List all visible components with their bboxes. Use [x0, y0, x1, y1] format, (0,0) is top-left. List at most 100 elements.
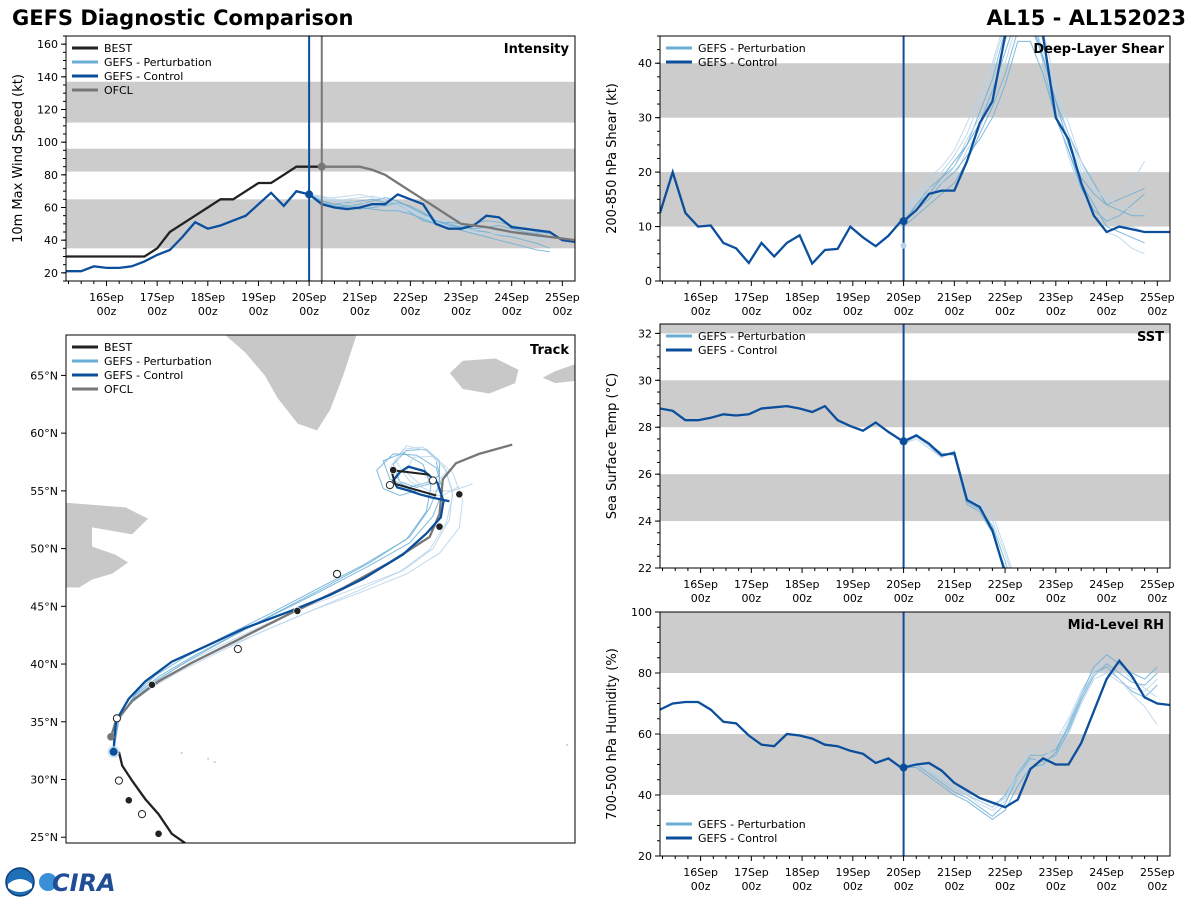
rh-perturbation-line — [903, 660, 1158, 805]
shear-xtick-hour: 00z — [944, 305, 964, 318]
shear-xtick-hour: 00z — [1097, 305, 1117, 318]
sst-ytick-label: 30 — [638, 374, 652, 387]
intensity-legend-label: GEFS - Perturbation — [104, 56, 212, 69]
rh-plot-area — [660, 612, 1170, 856]
intensity-ofcl-line — [321, 165, 575, 242]
intensity-xtick-day: 22Sep — [393, 291, 428, 304]
rh-xtick-hour: 00z — [843, 880, 863, 893]
rh-xtick-hour: 00z — [1147, 880, 1167, 893]
shear-shade-band — [660, 63, 1170, 118]
shear-ylabel: 200-850 hPa Shear (kt) — [605, 83, 620, 234]
sst-ylabel: Sea Surface Temp (°C) — [605, 373, 620, 520]
track-best-open-marker — [114, 776, 123, 785]
track-lat-label: 45°N — [30, 600, 58, 613]
sst-xtick-hour: 00z — [894, 592, 914, 605]
shear-xtick-day: 20Sep — [886, 291, 921, 304]
storm-id-title: AL15 - AL152023 — [986, 6, 1187, 30]
intensity-ytick-label: 20 — [44, 267, 58, 280]
track-best-open-marker — [233, 644, 242, 654]
intensity-perturbation-line — [309, 193, 550, 227]
intensity-ofcl-marker — [317, 162, 326, 171]
rh-xtick-day: 20Sep — [886, 866, 921, 879]
sst-xtick-hour: 00z — [843, 592, 863, 605]
intensity-ytick-label: 160 — [37, 38, 58, 51]
intensity-xtick-day: 16Sep — [89, 291, 124, 304]
rh-ytick-label: 60 — [638, 728, 652, 741]
track-panel: 25°N 30°N 35°N 40°N 45°N 50°N 55°N 60°N 65°N Trac… — [30, 334, 579, 844]
track-lat-label: 60°N — [30, 427, 58, 440]
rh-xtick-day: 17Sep — [734, 866, 769, 879]
sst-xtick-hour: 00z — [741, 592, 761, 605]
intensity-xtick-day: 23Sep — [444, 291, 479, 304]
track-lat-label: 35°N — [30, 716, 58, 729]
track-panel-label: Track — [530, 343, 569, 358]
sst-shade-band — [660, 324, 1170, 334]
sst-ytick-label: 22 — [638, 562, 652, 575]
sst-legend-label: GEFS - Perturbation — [698, 330, 806, 343]
sst-xtick-hour: 00z — [1147, 592, 1167, 605]
track-frame — [65, 334, 576, 844]
shear-perturbation-marker — [900, 242, 907, 249]
shear-xtick-day: 25Sep — [1140, 291, 1175, 304]
shear-xtick-day: 17Sep — [734, 291, 769, 304]
sst-xtick-hour: 00z — [944, 592, 964, 605]
track-best-marker — [148, 680, 156, 689]
shear-perturbation-line — [903, 36, 1145, 222]
track-legend-label: GEFS - Control — [104, 369, 183, 382]
sst-legend-label: GEFS - Control — [698, 344, 777, 357]
shear-perturbation-line — [903, 36, 1145, 216]
track-best-open-marker — [428, 476, 437, 485]
intensity-ytick-label: 60 — [44, 202, 58, 215]
intensity-xtick-day: 20Sep — [292, 291, 327, 304]
rh-ylabel: 700-500 hPa Humidity (%) — [605, 648, 620, 820]
rh-gefs-control-line — [660, 658, 1170, 809]
track-control-line — [112, 465, 450, 752]
sst-gefs-control-line — [660, 404, 1005, 568]
rh-ytick-label: 80 — [638, 667, 652, 680]
shear-xtick-hour: 00z — [691, 305, 711, 318]
intensity-ytick-label: 40 — [44, 234, 58, 247]
shear-xtick-hour: 00z — [1046, 305, 1066, 318]
track-best-hook — [389, 468, 437, 497]
shear-xtick-day: 21Sep — [937, 291, 972, 304]
intensity-xtick-hour: 00z — [147, 305, 167, 318]
intensity-xtick-hour: 00z — [552, 305, 572, 318]
intensity-xtick-day: 19Sep — [241, 291, 276, 304]
intensity-perturbation-line — [308, 193, 550, 241]
rh-xtick-day: 16Sep — [683, 866, 718, 879]
track-legend-label: OFCL — [104, 383, 134, 396]
rh-ytick-label: 20 — [638, 850, 652, 863]
shear-ytick-label: 0 — [645, 275, 652, 288]
track-best-open-marker — [385, 480, 395, 490]
rh-ytick-label: 100 — [631, 606, 652, 619]
track-best-open-marker — [137, 810, 147, 819]
shear-xtick-day: 22Sep — [988, 291, 1023, 304]
sst-panel-label: SST — [1137, 330, 1164, 345]
rh-xtick-day: 25Sep — [1140, 866, 1175, 879]
shear-xtick-day: 24Sep — [1089, 291, 1124, 304]
sst-shade-band — [660, 380, 1170, 428]
track-best-marker — [124, 796, 133, 805]
intensity-legend-label: BEST — [104, 42, 132, 55]
track-best-open-marker — [112, 714, 122, 723]
rh-ytick-label: 40 — [638, 789, 652, 802]
shear-xtick-hour: 00z — [894, 305, 914, 318]
sst-ytick-label: 24 — [638, 515, 652, 528]
intensity-plot-area — [66, 36, 575, 281]
rh-perturbation-line — [903, 663, 1158, 818]
track-perturbation-line — [113, 453, 444, 752]
sst-xtick-hour: 00z — [691, 592, 711, 605]
intensity-ytick-label: 80 — [44, 169, 58, 182]
shear-panel-label: Deep-Layer Shear — [1033, 42, 1164, 57]
sst-xtick-day: 20Sep — [886, 578, 921, 591]
sst-frame — [659, 323, 1171, 569]
sst-shade-band — [660, 474, 1170, 522]
shear-xtick-day: 16Sep — [683, 291, 718, 304]
shear-xtick-hour: 00z — [995, 305, 1015, 318]
small-island-land — [577, 750, 579, 752]
rh-legend-label: GEFS - Perturbation — [698, 818, 806, 831]
britain-land — [541, 363, 575, 384]
